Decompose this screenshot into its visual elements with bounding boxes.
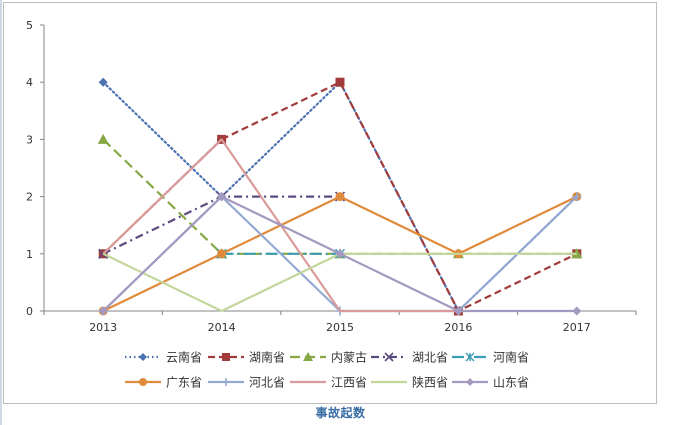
chart-caption: 事故起数 [315,406,366,420]
data-point-marker [98,306,108,316]
data-point-marker [97,133,109,144]
data-point-marker [572,306,582,316]
data-point-marker [217,192,227,202]
data-point-marker [303,352,313,361]
y-tick-label: 1 [26,248,33,261]
legend-label: 湖南省 [249,350,285,365]
legend-item: 河北省 [208,376,285,390]
y-tick-label: 5 [26,19,33,32]
series-10 [98,192,582,316]
data-point-marker [572,192,582,202]
x-tick-label: 2014 [208,321,236,334]
data-point-marker [466,378,474,386]
series-line [102,195,340,255]
legend-item: 内蒙古 [290,350,367,365]
data-point-marker [335,249,345,259]
data-point-marker [98,77,108,87]
y-tick-label: 3 [26,133,33,146]
legend-label: 湖北省 [412,350,448,365]
data-point-marker [222,353,230,361]
data-point-marker [465,352,475,362]
series-line [102,252,577,313]
data-point-marker [139,353,147,361]
legend-label: 山东省 [493,376,529,390]
y-tick-label: 2 [26,191,33,204]
legend-item: 河南省 [452,350,529,365]
data-point-marker [384,352,394,362]
legend-label: 江西省 [331,376,367,390]
chart-axes: 0 1 2 3 4 5 2013 2014 2015 2016 2017 [26,19,637,334]
legend-label: 广东省 [166,376,202,390]
x-tick-label: 2016 [444,321,472,334]
legend-item: 广东省 [125,376,202,390]
legend-item: 湖北省 [371,350,448,365]
legend-item: 湖南省 [208,350,285,365]
x-tick-label: 2017 [563,321,591,334]
y-tick-label: 4 [26,76,33,89]
series-9 [102,252,577,313]
data-point-marker [217,249,227,259]
legend-item: 江西省 [290,376,367,390]
legend-item: 山东省 [452,376,529,390]
chart-series-layer [97,77,583,316]
legend-label: 陕西省 [412,375,448,390]
data-point-marker [335,192,345,202]
x-tick-label: 2015 [326,321,354,334]
series-line [102,81,578,313]
x-tick-label: 2013 [89,321,117,334]
legend-label: 河北省 [249,376,285,390]
data-point-marker [222,378,230,386]
legend-label: 内蒙古 [331,350,367,365]
legend-label: 河南省 [493,350,529,365]
legend-item: 陕西省 [371,375,448,390]
data-point-marker [335,77,345,87]
chart-frame [3,2,657,404]
y-tick-label: 0 [26,305,33,318]
data-point-marker [139,378,147,386]
page-left-rule [0,0,2,425]
legend-item: 云南省 [125,350,202,365]
legend-label: 云南省 [166,350,202,365]
data-point-marker [453,306,463,316]
